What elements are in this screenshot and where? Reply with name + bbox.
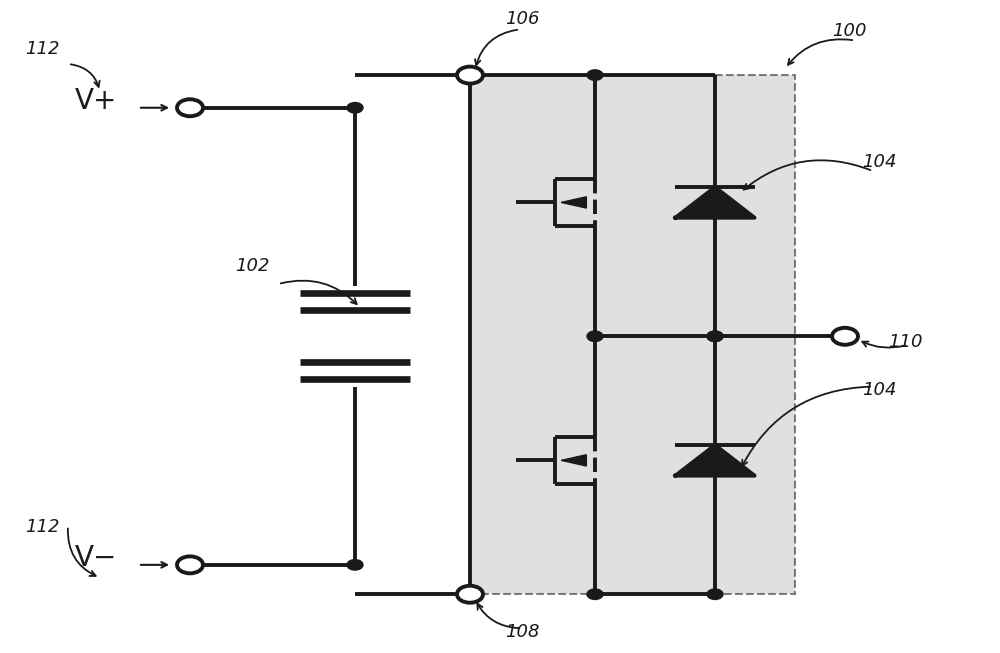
Circle shape [347, 560, 363, 570]
Text: V+: V+ [75, 88, 117, 115]
Text: 112: 112 [25, 518, 60, 536]
Circle shape [457, 586, 483, 603]
Circle shape [707, 331, 723, 342]
Circle shape [177, 556, 203, 573]
Bar [470, 75, 795, 594]
Text: 106: 106 [505, 10, 540, 28]
Text: 110: 110 [888, 334, 922, 351]
Circle shape [707, 589, 723, 599]
Text: 112: 112 [25, 40, 60, 57]
Circle shape [177, 99, 203, 116]
Text: 100: 100 [832, 22, 866, 40]
Text: 102: 102 [235, 257, 270, 275]
Circle shape [457, 67, 483, 84]
Polygon shape [561, 454, 586, 466]
Polygon shape [675, 445, 755, 475]
Text: 104: 104 [862, 381, 896, 399]
Text: 104: 104 [862, 153, 896, 170]
Circle shape [347, 103, 363, 113]
Circle shape [587, 70, 603, 80]
Circle shape [587, 331, 603, 342]
Text: V−: V− [75, 545, 117, 572]
Text: 108: 108 [505, 623, 540, 641]
Polygon shape [675, 187, 755, 217]
Circle shape [832, 328, 858, 345]
Circle shape [587, 589, 603, 599]
Polygon shape [561, 197, 586, 208]
Circle shape [707, 331, 723, 342]
